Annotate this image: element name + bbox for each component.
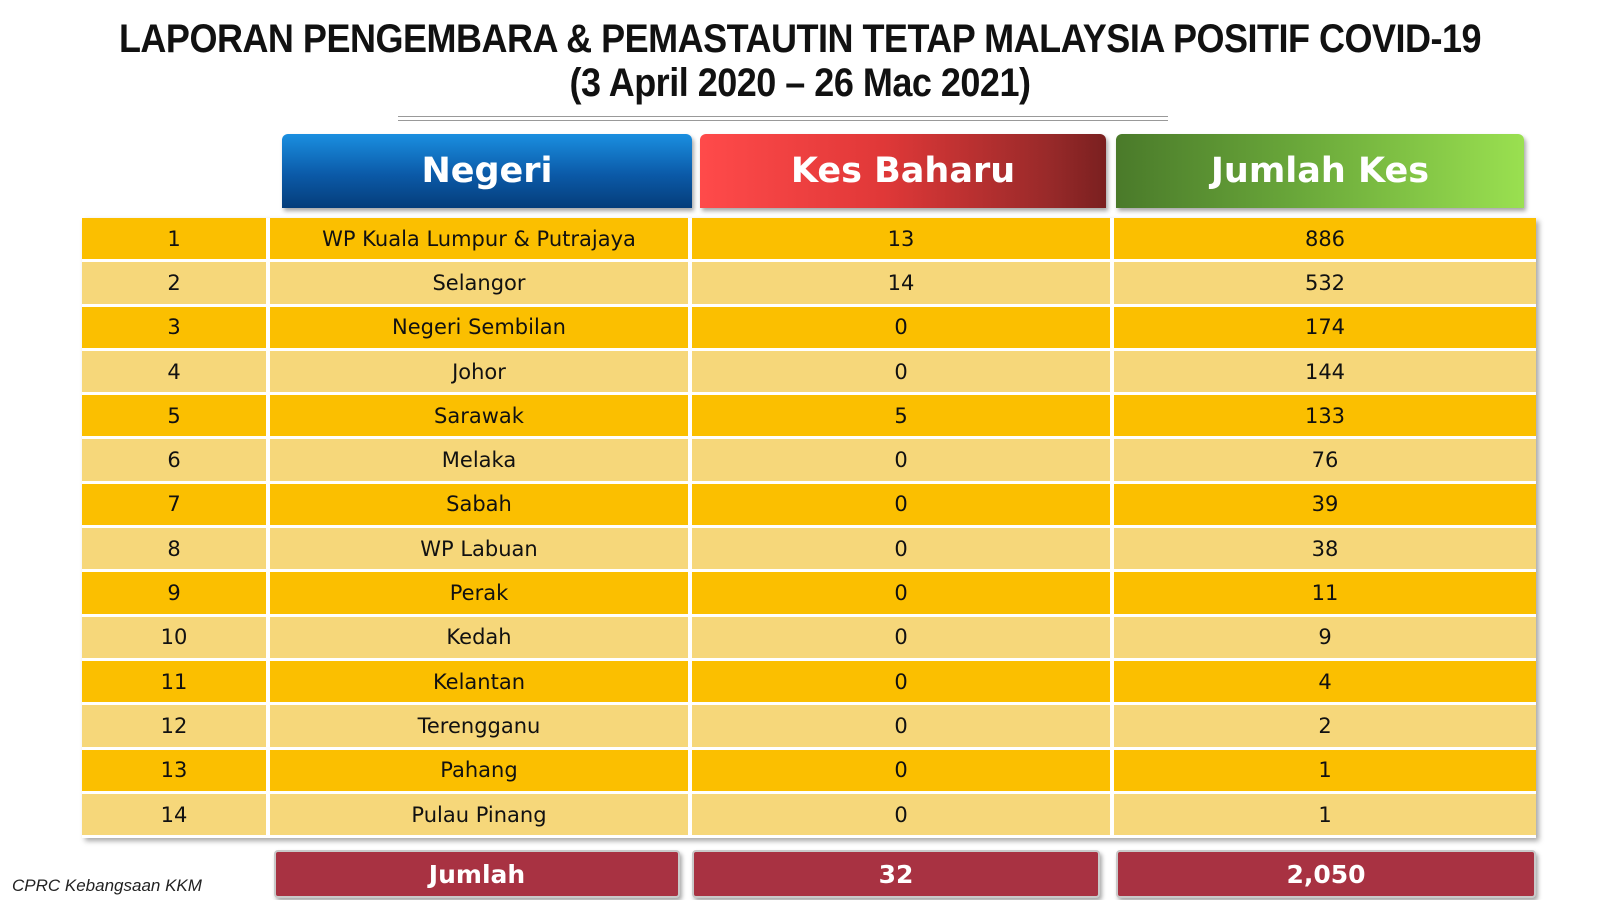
total-cases: 532 — [1114, 262, 1536, 304]
row-number: 13 — [82, 749, 270, 791]
row-number: 14 — [82, 793, 270, 836]
new-cases: 0 — [692, 483, 1114, 526]
total-cases: 886 — [1114, 218, 1536, 260]
row-number: 1 — [82, 218, 270, 260]
header-negeri: Negeri — [282, 134, 692, 208]
total-cases: 4 — [1114, 660, 1536, 703]
total-cases: 174 — [1114, 306, 1536, 348]
table-row: 14 Pulau Pinang 0 1 — [82, 793, 1536, 839]
state-name: Perak — [270, 572, 692, 614]
row-number: 5 — [82, 395, 270, 437]
new-cases: 14 — [692, 262, 1114, 304]
table-row: 12 Terengganu 0 2 — [82, 705, 1536, 750]
cases-table: 1 WP Kuala Lumpur & Putrajaya 13 886 2 Selang… — [82, 218, 1536, 839]
row-number: 11 — [82, 660, 270, 703]
new-cases: 0 — [692, 572, 1114, 614]
new-cases: 0 — [692, 616, 1114, 658]
total-cases: 39 — [1114, 483, 1536, 526]
table-row: 7 Sabah 0 39 — [82, 483, 1536, 529]
table-row: 8 WP Labuan 0 38 — [82, 528, 1536, 573]
total-cases: 38 — [1114, 528, 1536, 570]
state-name: Sabah — [270, 483, 692, 526]
table-row: 10 Kedah 0 9 — [82, 616, 1536, 661]
new-cases: 0 — [692, 660, 1114, 703]
total-cases: 9 — [1114, 616, 1536, 658]
state-name: Pulau Pinang — [270, 793, 692, 836]
table-row: 9 Perak 0 11 — [82, 572, 1536, 617]
table-row: 1 WP Kuala Lumpur & Putrajaya 13 886 — [82, 218, 1536, 263]
table-row: 4 Johor 0 144 — [82, 350, 1536, 396]
new-cases: 13 — [692, 218, 1114, 260]
row-number: 8 — [82, 528, 270, 570]
state-name: Johor — [270, 350, 692, 393]
state-name: WP Kuala Lumpur & Putrajaya — [270, 218, 692, 260]
row-number: 3 — [82, 306, 270, 348]
row-number: 10 — [82, 616, 270, 658]
new-cases: 0 — [692, 350, 1114, 393]
state-name: Kelantan — [270, 660, 692, 703]
total-cases: 133 — [1114, 395, 1536, 437]
total-cases: 11 — [1114, 572, 1536, 614]
total-cases: 1 — [1114, 793, 1536, 836]
table-row: 5 Sarawak 5 133 — [82, 395, 1536, 440]
total-cases: 144 — [1114, 350, 1536, 393]
new-cases: 0 — [692, 705, 1114, 747]
total-cases: 2 — [1114, 705, 1536, 747]
report-date-range: (3 April 2020 – 26 Mac 2021) — [569, 59, 1031, 105]
new-cases: 5 — [692, 395, 1114, 437]
row-number: 6 — [82, 439, 270, 481]
state-name: Terengganu — [270, 705, 692, 747]
new-cases: 0 — [692, 749, 1114, 791]
table-row: 13 Pahang 0 1 — [82, 749, 1536, 794]
total-kes-baharu: 32 — [692, 850, 1100, 898]
report-title: LAPORAN PENGEMBARA & PEMASTAUTIN TETAP M… — [118, 15, 1482, 61]
state-name: Pahang — [270, 749, 692, 791]
state-name: Melaka — [270, 439, 692, 481]
total-cases: 1 — [1114, 749, 1536, 791]
state-name: Selangor — [270, 262, 692, 304]
new-cases: 0 — [692, 439, 1114, 481]
row-number: 4 — [82, 350, 270, 393]
row-number: 2 — [82, 262, 270, 304]
table-row: 2 Selangor 14 532 — [82, 262, 1536, 307]
total-label: Jumlah — [274, 850, 680, 898]
total-jumlah-kes: 2,050 — [1116, 850, 1536, 898]
row-number: 9 — [82, 572, 270, 614]
source-credit: CPRC Kebangsaan KKM — [12, 876, 202, 895]
table-row: 11 Kelantan 0 4 — [82, 660, 1536, 706]
header-kes-baharu: Kes Baharu — [700, 134, 1106, 208]
row-number: 12 — [82, 705, 270, 747]
state-name: Sarawak — [270, 395, 692, 437]
row-number: 7 — [82, 483, 270, 526]
state-name: Negeri Sembilan — [270, 306, 692, 348]
title-divider — [398, 116, 1168, 121]
state-name: WP Labuan — [270, 528, 692, 570]
header-jumlah-kes: Jumlah Kes — [1116, 134, 1524, 208]
new-cases: 0 — [692, 306, 1114, 348]
state-name: Kedah — [270, 616, 692, 658]
new-cases: 0 — [692, 793, 1114, 836]
table-row: 6 Melaka 0 76 — [82, 439, 1536, 484]
total-cases: 76 — [1114, 439, 1536, 481]
new-cases: 0 — [692, 528, 1114, 570]
table-row: 3 Negeri Sembilan 0 174 — [82, 306, 1536, 351]
